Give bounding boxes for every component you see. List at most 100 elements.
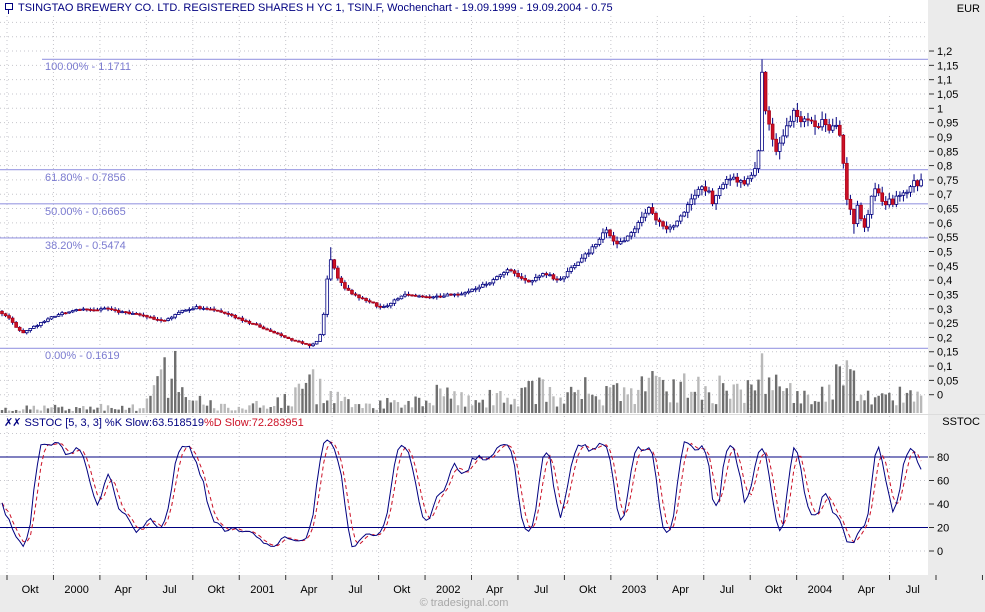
x-axis-label: Okt <box>579 584 596 596</box>
window-pin-icon[interactable] <box>5 3 13 14</box>
volume-bar <box>516 406 520 413</box>
candle-down <box>410 294 414 297</box>
candle-up <box>311 343 315 347</box>
candle-up <box>32 325 36 329</box>
volume-bar <box>106 405 110 413</box>
volume-bar <box>541 379 545 413</box>
price-axis-label: 0,25 <box>937 318 958 330</box>
candle-down <box>272 331 276 334</box>
volume-bar <box>633 404 636 413</box>
volume-bar <box>308 374 311 413</box>
sstoc-axis-label: 40 <box>937 499 949 511</box>
volume-bar <box>60 406 64 413</box>
volume-bar <box>725 390 728 413</box>
candle-up <box>502 272 506 276</box>
candle-up <box>173 314 178 318</box>
volume-bar <box>499 391 502 413</box>
candle-down <box>519 276 524 279</box>
candle-down <box>608 229 612 237</box>
price-axis-label: 0,85 <box>937 146 958 158</box>
price-axis-label: 0,4 <box>937 275 952 287</box>
volume-bar <box>785 388 788 413</box>
volume-bar <box>159 369 163 413</box>
volume-bar <box>912 401 916 413</box>
candle-down <box>735 176 740 183</box>
candle-up <box>537 275 542 278</box>
candle-down <box>827 124 831 131</box>
candle-up <box>541 273 545 277</box>
candle-down <box>615 240 619 245</box>
sstoc-k-line <box>1 439 922 548</box>
volume-bar <box>234 410 237 413</box>
volume-bar <box>350 407 354 413</box>
volume-bar <box>336 391 340 413</box>
candle-up <box>866 214 870 228</box>
volume-bar <box>410 407 414 413</box>
volume-bar <box>120 405 124 413</box>
volume-bar <box>18 410 21 413</box>
volume-bar <box>675 402 679 413</box>
volume-bar <box>251 403 255 413</box>
volume-bar <box>856 400 859 413</box>
candle-up <box>530 280 535 283</box>
volume-bar <box>665 391 668 413</box>
volume-bar <box>389 402 393 413</box>
candle-down <box>198 306 202 309</box>
candle-down <box>770 123 775 140</box>
x-axis-label: 2003 <box>622 584 646 596</box>
candle-down <box>279 333 284 337</box>
price-axis-label: 0,3 <box>937 304 952 316</box>
candle-up <box>855 204 860 225</box>
candle-down <box>763 71 768 112</box>
volume-bar <box>0 410 4 413</box>
sstoc-axis-label: 0 <box>937 546 943 558</box>
volume-bar <box>534 404 537 413</box>
price-axis-label: 0,15 <box>937 347 958 359</box>
candle-up <box>919 179 923 187</box>
volume-bar <box>177 392 180 413</box>
fibonacci-label: 38.20% - 0.5474 <box>45 239 126 252</box>
volume-bar <box>219 403 223 413</box>
candle-up <box>445 293 450 297</box>
sstoc-axis-label: 60 <box>937 476 949 488</box>
volume-bar <box>566 392 569 413</box>
volume-bar <box>255 400 258 413</box>
price-axis-label: 0,1 <box>937 361 952 373</box>
candle-up <box>480 283 485 288</box>
candle-up <box>473 288 478 291</box>
volume-bar <box>110 407 113 413</box>
volume-bar <box>174 350 177 413</box>
volume-bar <box>294 387 297 413</box>
candle-up <box>201 307 206 310</box>
volume-bar <box>700 399 704 413</box>
volume-bar <box>587 393 591 413</box>
volume-bar <box>746 380 750 413</box>
volume-bar <box>149 395 152 413</box>
volume-bar <box>470 405 474 413</box>
volume-bar <box>113 409 117 413</box>
volume-bar <box>513 398 516 413</box>
volume-bar <box>598 399 601 413</box>
volume-bar <box>138 408 142 413</box>
candle-up <box>682 211 687 217</box>
candle-up <box>622 240 626 243</box>
volume-bar <box>569 386 573 413</box>
candle-down <box>229 313 234 316</box>
candle-down <box>661 221 665 227</box>
volume-bar <box>827 384 831 413</box>
candle-up <box>756 150 761 170</box>
volume-bar <box>796 391 799 413</box>
candle-up <box>102 307 107 310</box>
candle-down <box>10 317 15 323</box>
volume-bar <box>216 410 219 413</box>
x-axis-label: Okt <box>765 584 782 596</box>
candle-up <box>643 212 648 218</box>
candle-down <box>523 278 527 281</box>
candle-up <box>495 276 499 280</box>
x-axis-label: Apr <box>672 584 689 596</box>
volume-bar <box>456 405 460 413</box>
volume-bar <box>46 408 50 413</box>
candle-up <box>558 278 563 281</box>
volume-bar <box>668 402 672 413</box>
